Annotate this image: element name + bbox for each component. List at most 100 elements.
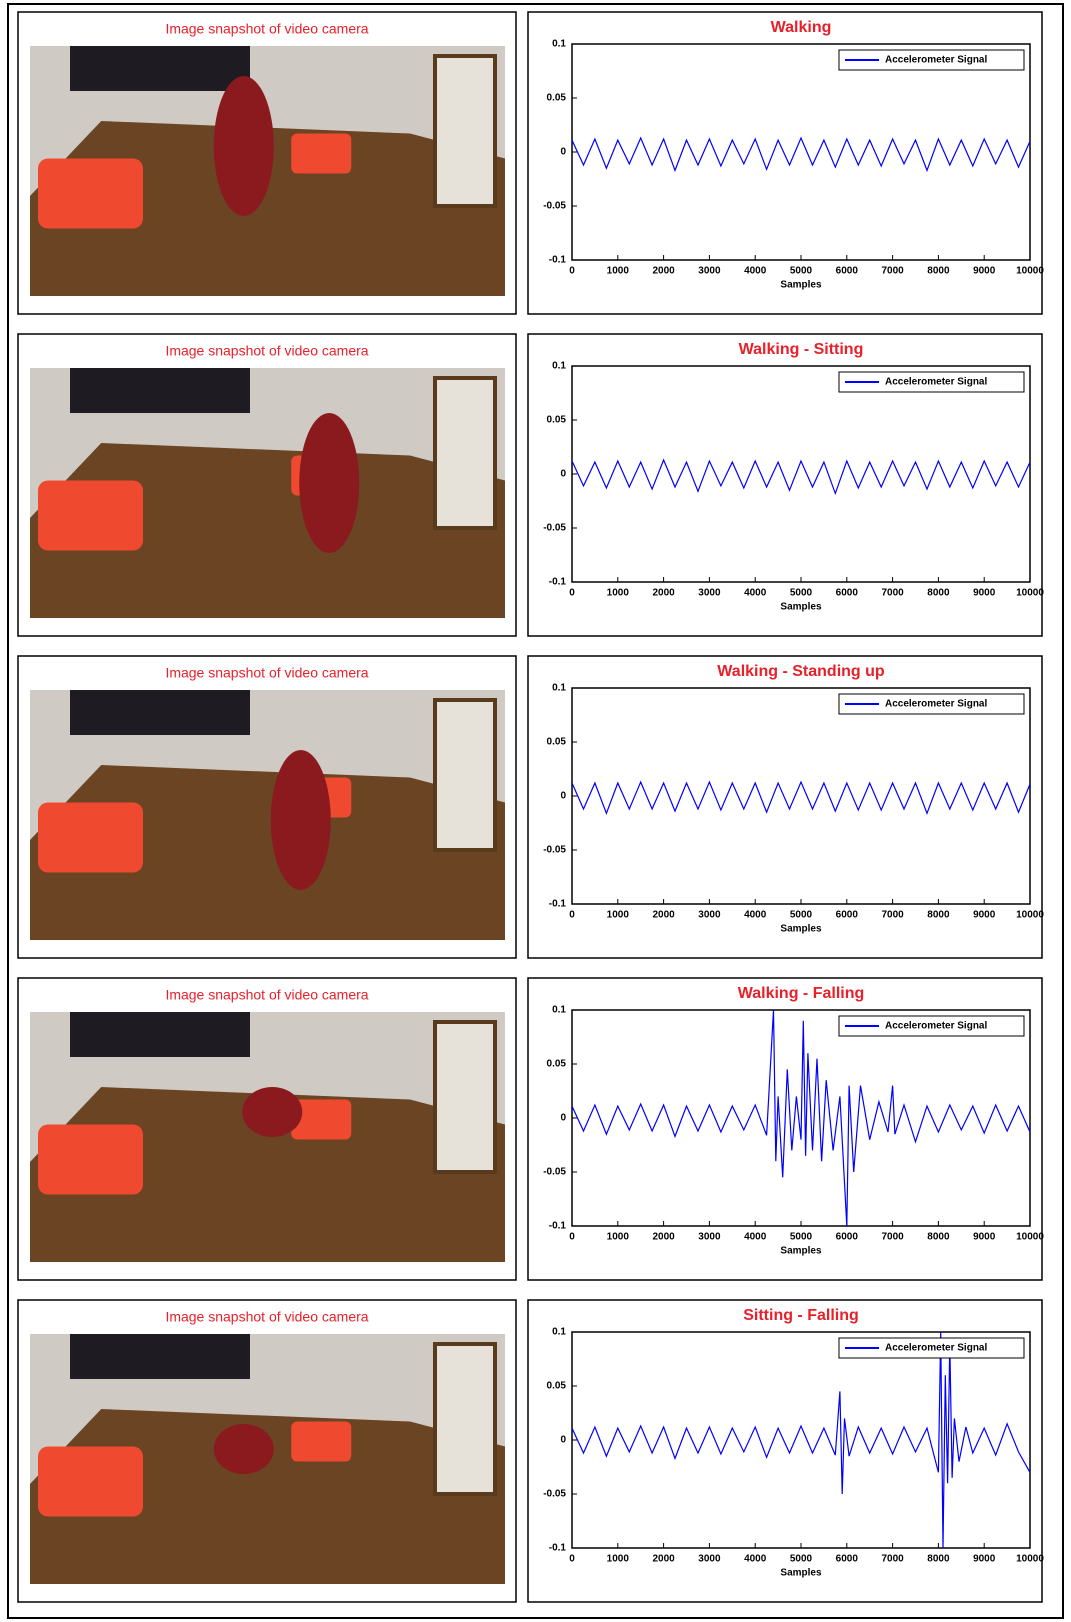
y-tick-label: 0.1: [552, 361, 566, 372]
x-tick-label: 6000: [836, 910, 859, 921]
y-tick-label: -0.05: [543, 845, 566, 856]
chart-title: Walking - Standing up: [717, 663, 885, 680]
photo-chair: [38, 1124, 143, 1195]
x-tick-label: 8000: [927, 1232, 950, 1243]
x-tick-label: 5000: [790, 1232, 813, 1243]
chart-title: Walking - Falling: [738, 985, 865, 1002]
x-tick-label: 9000: [973, 588, 996, 599]
photo-door: [433, 1020, 497, 1174]
x-tick-label: 7000: [881, 588, 904, 599]
x-tick-label: 1000: [607, 266, 630, 277]
x-tick-label: 2000: [652, 910, 675, 921]
photo-person: [299, 413, 360, 553]
x-tick-label: 7000: [881, 910, 904, 921]
x-tick-label: 9000: [973, 910, 996, 921]
signal-line: [571, 136, 1031, 173]
photo-person: [242, 1087, 303, 1137]
photo-person: [270, 750, 331, 890]
x-tick-label: 2000: [652, 266, 675, 277]
y-tick-label: -0.05: [543, 201, 566, 212]
x-tick-label: 5000: [790, 266, 813, 277]
x-axis-label: Samples: [780, 1568, 822, 1579]
x-tick-label: 4000: [744, 266, 767, 277]
photo-person: [213, 1424, 274, 1474]
x-tick-label: 1000: [607, 910, 630, 921]
x-tick-label: 0: [569, 1232, 575, 1243]
x-tick-label: 0: [569, 588, 575, 599]
chart-title: Walking: [771, 19, 832, 36]
photo-chair: [291, 133, 352, 174]
x-tick-label: 3000: [698, 1554, 721, 1565]
signal-line: [571, 1009, 1031, 1227]
x-tick-label: 3000: [698, 266, 721, 277]
chart-title: Sitting - Falling: [743, 1307, 859, 1324]
outer-border: [7, 3, 1064, 1619]
x-tick-label: 4000: [744, 1554, 767, 1565]
snapshot-caption: Image snapshot of video camera: [165, 665, 368, 681]
legend-label: Accelerometer Signal: [885, 1021, 987, 1032]
plot-area: [571, 1331, 1031, 1549]
legend-box: [838, 1337, 1025, 1359]
x-tick-label: 10000: [1016, 1554, 1044, 1565]
y-tick-label: 0.1: [552, 39, 566, 50]
y-tick-label: 0: [560, 469, 566, 480]
y-tick-label: 0.05: [547, 93, 567, 104]
snapshot-caption: Image snapshot of video camera: [165, 343, 368, 359]
y-tick-label: 0.05: [547, 1059, 567, 1070]
legend-label: Accelerometer Signal: [885, 699, 987, 710]
photo-shelf: [70, 1334, 250, 1379]
y-tick-label: -0.1: [549, 577, 567, 588]
x-tick-label: 8000: [927, 910, 950, 921]
x-tick-label: 9000: [973, 1554, 996, 1565]
photo-shelf: [70, 690, 250, 735]
x-tick-label: 8000: [927, 266, 950, 277]
y-tick-label: 0: [560, 1435, 566, 1446]
x-axis-label: Samples: [780, 1246, 822, 1257]
x-tick-label: 8000: [927, 588, 950, 599]
y-tick-label: 0.1: [552, 1327, 566, 1338]
photo-chair: [38, 802, 143, 873]
legend-label: Accelerometer Signal: [885, 377, 987, 388]
legend-box: [838, 693, 1025, 715]
photo-shelf: [70, 1012, 250, 1057]
photo-chair: [38, 158, 143, 229]
x-tick-label: 6000: [836, 1232, 859, 1243]
y-tick-label: 0: [560, 791, 566, 802]
y-tick-label: 0.05: [547, 1381, 567, 1392]
photo-chair: [291, 1099, 352, 1140]
signal-line: [571, 458, 1031, 496]
x-tick-label: 0: [569, 266, 575, 277]
x-tick-label: 7000: [881, 266, 904, 277]
signal-line: [571, 1331, 1031, 1549]
signal-line: [571, 780, 1031, 815]
x-tick-label: 1000: [607, 588, 630, 599]
x-tick-label: 6000: [836, 1554, 859, 1565]
x-tick-label: 2000: [652, 588, 675, 599]
x-tick-label: 9000: [973, 266, 996, 277]
photo-door: [433, 1342, 497, 1496]
x-tick-label: 3000: [698, 588, 721, 599]
x-tick-label: 6000: [836, 588, 859, 599]
x-tick-label: 3000: [698, 1232, 721, 1243]
y-tick-label: -0.05: [543, 523, 566, 534]
photo-shelf: [70, 368, 250, 413]
x-tick-label: 0: [569, 1554, 575, 1565]
x-tick-label: 4000: [744, 910, 767, 921]
photo-door: [433, 698, 497, 852]
plot-area: [571, 687, 1031, 905]
x-tick-label: 9000: [973, 1232, 996, 1243]
x-tick-label: 2000: [652, 1232, 675, 1243]
y-tick-label: -0.1: [549, 899, 567, 910]
snapshot-caption: Image snapshot of video camera: [165, 21, 368, 37]
photo-chair: [38, 1446, 143, 1517]
x-tick-label: 3000: [698, 910, 721, 921]
legend-box: [838, 371, 1025, 393]
y-tick-label: 0.1: [552, 1005, 566, 1016]
y-tick-label: 0: [560, 1113, 566, 1124]
x-tick-label: 5000: [790, 1554, 813, 1565]
legend-label: Accelerometer Signal: [885, 1343, 987, 1354]
y-tick-label: 0.05: [547, 415, 567, 426]
legend-label: Accelerometer Signal: [885, 55, 987, 66]
